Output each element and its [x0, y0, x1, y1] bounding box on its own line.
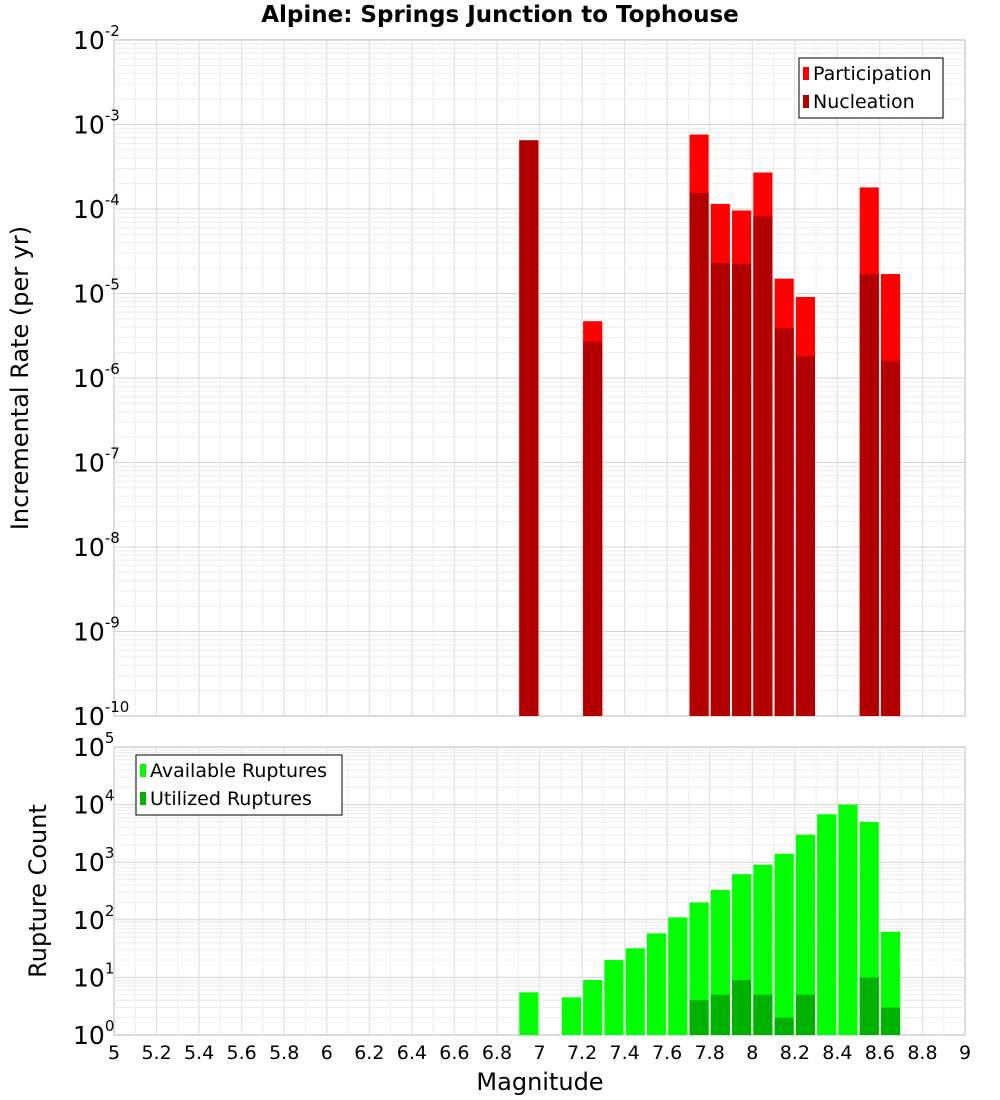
top-y-tick-label: 10-3	[73, 107, 120, 140]
bottom-y-tick-label: 103	[73, 844, 114, 877]
bottom-y-tick-labels: 100 101 102 103 104 105	[73, 729, 114, 1050]
bottom-y-tick-label: 101	[73, 959, 114, 992]
bottom-chart: 100 101 102 103 104 105 5 5.2 5.4 5.6 5.8 6 6.2 6.4 6…	[24, 729, 971, 1096]
bottom-y-tick-label: 102	[73, 902, 114, 935]
top-y-tick-label: 10-2	[73, 22, 120, 55]
top-y-tick-label: 10-5	[73, 276, 120, 309]
bar-available-ruptures	[625, 948, 645, 1035]
x-tick-label: 8.4	[822, 1042, 852, 1064]
bar-available-ruptures	[795, 834, 816, 1035]
top-y-tick-label: 10-10	[73, 698, 129, 731]
bar-nucleation	[583, 341, 603, 716]
legend-swatch-utilized	[140, 792, 146, 805]
top-gridlines	[114, 40, 965, 716]
bar-utilized-ruptures	[732, 980, 752, 1035]
bar-nucleation	[732, 263, 752, 716]
bar-available-ruptures	[519, 992, 539, 1035]
top-y-tick-label: 10-6	[73, 360, 120, 393]
bar-utilized-ruptures	[859, 977, 879, 1035]
bar-available-ruptures	[583, 980, 603, 1035]
x-tick-label: 7.6	[652, 1042, 682, 1064]
top-y-axis-label: Incremental Rate (per yr)	[6, 226, 34, 530]
top-y-tick-label: 10-9	[73, 614, 120, 647]
x-tick-label: 6.4	[397, 1042, 427, 1064]
x-tick-label: 6.2	[354, 1042, 384, 1064]
bottom-bars	[519, 804, 901, 1035]
bar-nucleation	[689, 192, 709, 716]
x-tick-label: 9	[959, 1042, 971, 1064]
bar-utilized-ruptures	[795, 994, 816, 1035]
bar-utilized-ruptures	[710, 994, 730, 1035]
x-tick-label: 7.4	[609, 1042, 639, 1064]
bar-available-ruptures	[817, 814, 837, 1035]
x-tick-label: 7.8	[695, 1042, 725, 1064]
top-y-tick-label: 10-4	[73, 191, 120, 224]
bar-nucleation	[519, 140, 539, 716]
x-tick-label: 8.8	[907, 1042, 937, 1064]
x-tick-labels: 5 5.2 5.4 5.6 5.8 6 6.2 6.4 6.6 6.8 7 7.2 7.4 7.6 7.8 8…	[108, 1042, 971, 1064]
legend-label-available: Available Ruptures	[150, 760, 327, 782]
bar-utilized-ruptures	[753, 994, 773, 1035]
x-tick-label: 8.2	[780, 1042, 810, 1064]
x-tick-label: 7.2	[567, 1042, 597, 1064]
x-tick-label: 6	[321, 1042, 333, 1064]
bottom-y-tick-label: 100	[73, 1017, 114, 1050]
top-y-tick-label: 10-8	[73, 529, 120, 562]
bar-available-ruptures	[753, 864, 773, 1035]
bar-nucleation	[774, 328, 794, 716]
legend-swatch-available	[140, 764, 146, 777]
top-y-tick-labels: 10-10 10-9 10-8 10-7 10-6 10-5 10-4 10-3 10-2	[73, 22, 129, 731]
x-tick-label: 5.8	[269, 1042, 299, 1064]
legend-swatch-nucleation	[803, 95, 809, 108]
x-tick-label: 8.6	[865, 1042, 895, 1064]
x-tick-label: 6.8	[482, 1042, 512, 1064]
x-tick-label: 5.6	[227, 1042, 257, 1064]
bottom-y-tick-label: 105	[73, 729, 114, 762]
bar-nucleation	[859, 274, 879, 716]
legend-swatch-participation	[803, 67, 809, 80]
x-tick-label: 6.6	[439, 1042, 469, 1064]
bar-available-ruptures	[838, 804, 858, 1035]
top-chart: 10-10 10-9 10-8 10-7 10-6 10-5 10-4 10-3 10-2 In…	[6, 22, 966, 731]
x-axis-label: Magnitude	[476, 1068, 603, 1096]
top-y-tick-label: 10-7	[73, 445, 120, 478]
legend-label-utilized: Utilized Ruptures	[150, 788, 312, 810]
bar-utilized-ruptures	[689, 1000, 709, 1035]
legend-label-participation: Participation	[813, 63, 932, 85]
x-tick-label: 5.2	[141, 1042, 171, 1064]
bottom-legend-box	[135, 754, 343, 816]
legend-label-nucleation: Nucleation	[813, 91, 915, 113]
bar-nucleation	[880, 360, 901, 716]
bar-nucleation	[795, 356, 816, 716]
bar-available-ruptures	[668, 917, 688, 1035]
bar-available-ruptures	[774, 853, 794, 1035]
x-tick-label: 5.4	[184, 1042, 214, 1064]
top-bars	[519, 134, 901, 717]
bar-available-ruptures	[646, 933, 667, 1035]
bottom-y-tick-label: 104	[73, 787, 114, 820]
bar-utilized-ruptures	[880, 1007, 901, 1035]
bar-nucleation	[753, 216, 773, 717]
x-tick-label: 5	[108, 1042, 120, 1064]
x-tick-label: 7	[533, 1042, 545, 1064]
bar-available-ruptures	[604, 960, 624, 1035]
x-tick-label: 8	[746, 1042, 758, 1064]
chart-title: Alpine: Springs Junction to Tophouse	[261, 2, 739, 28]
bottom-y-axis-label: Rupture Count	[24, 804, 52, 978]
bar-nucleation	[710, 262, 730, 716]
top-legend: Participation Nucleation	[798, 57, 944, 119]
bar-utilized-ruptures	[774, 1017, 794, 1035]
top-legend-box	[798, 57, 944, 119]
bar-available-ruptures	[561, 997, 581, 1035]
bottom-legend: Available Ruptures Utilized Ruptures	[135, 754, 343, 816]
